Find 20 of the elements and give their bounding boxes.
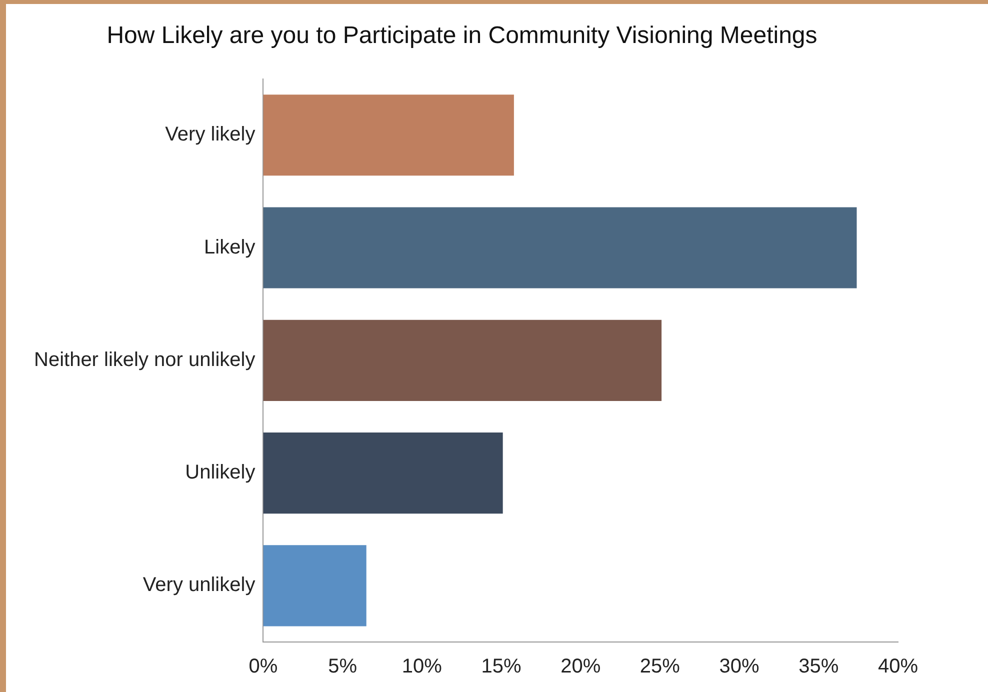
bar: [263, 545, 366, 626]
x-tick-label: 25%: [640, 656, 680, 678]
x-tick-label: 10%: [402, 656, 442, 678]
x-tick-label: 0%: [248, 656, 278, 678]
x-tick-label: 5%: [328, 656, 358, 678]
x-tick-label: 35%: [798, 656, 839, 678]
y-tick-label: Unlikely: [185, 462, 256, 484]
y-tick-label: Likely: [204, 236, 256, 258]
chart-title: How Likely are you to Participate in Community Visioning Meetings: [106, 22, 818, 50]
x-tick-label: 30%: [719, 656, 760, 678]
y-tick-label: Neither likely nor unlikely: [34, 348, 256, 371]
bar: [263, 207, 857, 288]
bar: [263, 94, 514, 176]
bar: [263, 432, 503, 514]
y-tick-label: Very likely: [165, 124, 256, 146]
x-tick-label: 40%: [878, 656, 918, 678]
bar: [263, 320, 662, 401]
x-tick-label: 20%: [560, 656, 601, 678]
x-tick-label: 15%: [481, 656, 522, 678]
y-tick-label: Very unlikely: [142, 574, 256, 596]
